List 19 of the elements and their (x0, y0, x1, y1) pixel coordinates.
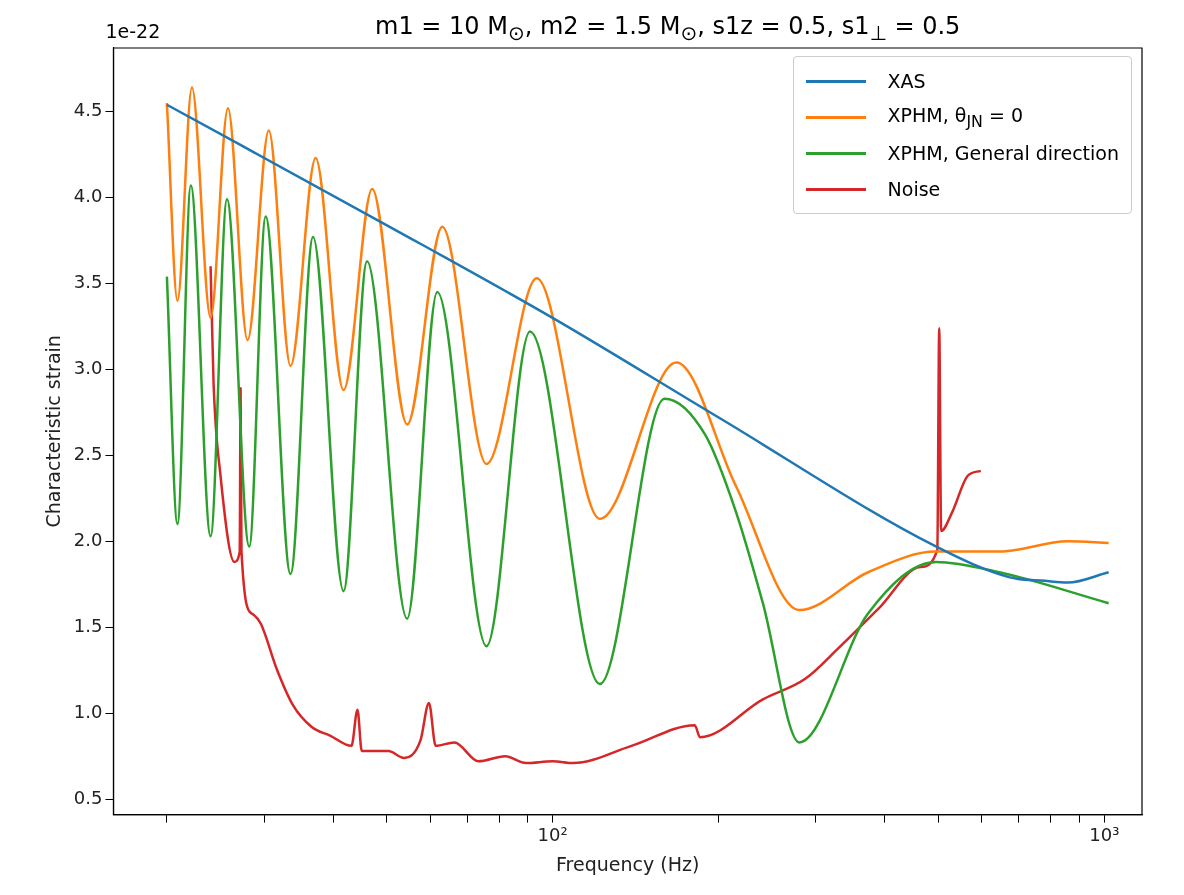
x-axis-title: Frequency (Hz) (556, 852, 700, 875)
chart-title: m1 = 10 M$_{⊙}$, m2 = 1.5 M$_{⊙}$, s1z = 0.5, s1$_{⊥}$ = 0.5 (375, 12, 961, 45)
y-tick-label: 0.5 (73, 786, 103, 808)
y-tick-label: 4.5 (73, 99, 103, 121)
y-tick-label: 1.0 (73, 700, 103, 722)
y-tick-label: 2.5 (73, 443, 103, 465)
legend-label: Noise (887, 178, 941, 200)
y-tick-label: 3.5 (73, 271, 103, 293)
x-tick-label: 10³ (1089, 824, 1120, 846)
y-tick-label: 4.0 (73, 185, 103, 207)
legend-label: XAS (887, 70, 926, 92)
y-axis-title: Characteristic strain (42, 335, 65, 528)
y-tick-label: 2.0 (73, 528, 103, 550)
x-tick-label: 10² (537, 824, 568, 846)
legend-label: XPHM, θ$_{JN}$ = 0 (887, 103, 1024, 131)
text: 1e-22 (105, 20, 161, 42)
y-tick-label: 1.5 (73, 614, 103, 636)
y-tick-label: 3.0 (73, 357, 103, 379)
legend-label: XPHM, General direction (887, 142, 1119, 164)
